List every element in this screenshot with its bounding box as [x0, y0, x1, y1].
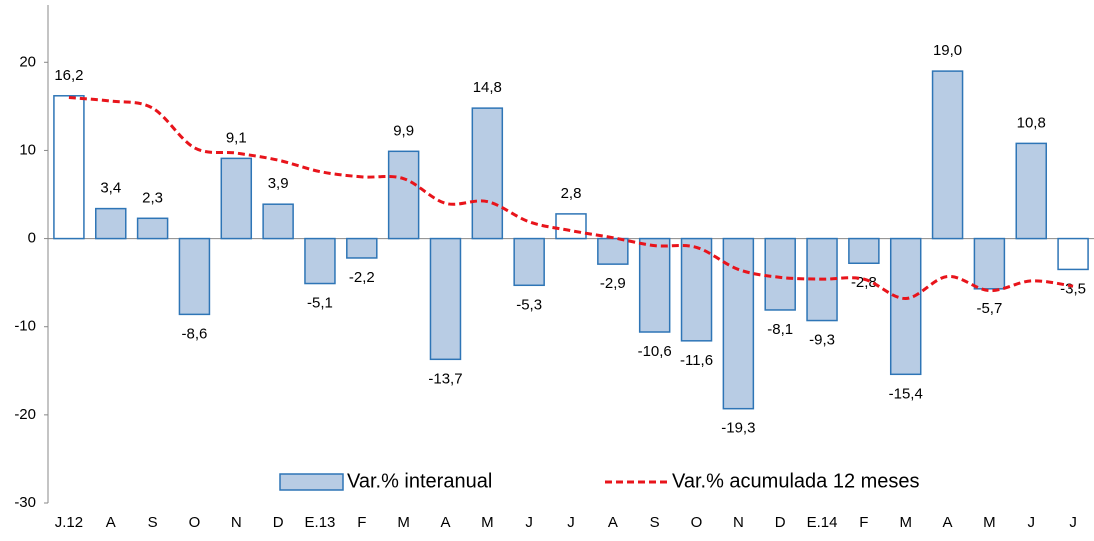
- bar: [555, 213, 587, 240]
- value-label: -11,6: [680, 352, 713, 369]
- bar: [262, 203, 294, 240]
- x-tick-label: M: [899, 514, 912, 531]
- bar: [597, 237, 629, 265]
- x-tick-label: A: [943, 514, 953, 531]
- x-tick-label: D: [273, 514, 284, 531]
- value-label: -10,6: [638, 343, 672, 360]
- x-tick-label: E.13: [305, 514, 336, 531]
- x-tick-label: O: [189, 514, 201, 531]
- bar: [178, 237, 211, 316]
- value-label: -3,5: [1060, 280, 1086, 297]
- value-label: -8,6: [182, 325, 208, 342]
- bar: [931, 70, 964, 240]
- x-tick-label: A: [440, 514, 450, 531]
- bar: [889, 237, 922, 376]
- value-label: 19,0: [933, 42, 962, 59]
- value-label: -8,1: [767, 321, 793, 338]
- value-label: 2,3: [142, 189, 163, 206]
- value-label: -5,7: [976, 300, 1002, 317]
- bar: [304, 237, 336, 285]
- bar: [638, 237, 671, 333]
- bar: [680, 237, 713, 342]
- x-tick-label: J: [525, 514, 533, 531]
- value-label: -19,3: [721, 420, 755, 437]
- value-label: -15,4: [889, 385, 923, 402]
- x-tick-label: D: [775, 514, 786, 531]
- y-tick-label: 0: [28, 230, 36, 247]
- line: [68, 96, 1074, 301]
- value-label: -2,9: [600, 275, 626, 292]
- bar: [429, 237, 462, 361]
- x-tick-label: J: [1069, 514, 1077, 531]
- value-label: -2,2: [349, 269, 375, 286]
- value-label: 16,2: [54, 67, 83, 84]
- value-label: 14,8: [473, 79, 502, 96]
- x-tick-label: J: [1027, 514, 1035, 531]
- x-tick-label: A: [608, 514, 618, 531]
- x-tick-label: S: [650, 514, 660, 531]
- bar: [764, 237, 796, 311]
- value-label: 9,9: [393, 122, 414, 139]
- value-label: 2,8: [561, 185, 582, 202]
- value-label: -5,3: [516, 296, 542, 313]
- bar: [387, 150, 420, 240]
- x-tick-label: M: [481, 514, 494, 531]
- bar: [53, 95, 85, 240]
- x-tick-label: O: [691, 514, 703, 531]
- bar: [1057, 237, 1089, 271]
- bar: [95, 207, 127, 240]
- value-label: 9,1: [226, 129, 247, 146]
- bar: [346, 237, 378, 259]
- value-label: -5,1: [307, 294, 333, 311]
- y-tick-label: -20: [14, 406, 36, 423]
- value-label: 10,8: [1017, 114, 1046, 131]
- value-label: 3,4: [100, 180, 121, 197]
- x-tick-label: M: [397, 514, 410, 531]
- value-label: -13,7: [428, 370, 462, 387]
- x-tick-label: J.12: [55, 514, 83, 531]
- x-tick-label: F: [357, 514, 366, 531]
- x-tick-label: S: [148, 514, 158, 531]
- bar: [136, 217, 169, 240]
- value-label: 3,9: [268, 175, 289, 192]
- x-tick-label: N: [733, 514, 744, 531]
- y-tick-label: -10: [14, 318, 36, 335]
- value-label: -9,3: [809, 332, 835, 349]
- legend-swatch: [279, 473, 344, 491]
- x-tick-label: M: [983, 514, 996, 531]
- y-tick-label: 20: [19, 53, 36, 70]
- bar: [1015, 142, 1047, 240]
- bar: [513, 237, 545, 287]
- legend-label: Var.% interanual: [347, 470, 492, 492]
- x-tick-label: E.14: [807, 514, 838, 531]
- bar: [471, 107, 504, 240]
- x-tick-label: A: [106, 514, 116, 531]
- bar: [848, 237, 880, 265]
- x-tick-label: J: [567, 514, 575, 531]
- bar: [722, 237, 755, 410]
- legend-label: Var.% acumulada 12 meses: [672, 470, 920, 492]
- x-tick-label: N: [231, 514, 242, 531]
- x-tick-label: F: [859, 514, 868, 531]
- bar: [973, 237, 1006, 290]
- y-tick-label: 10: [19, 141, 36, 158]
- y-tick-label: -30: [14, 494, 36, 511]
- bar: [220, 157, 253, 240]
